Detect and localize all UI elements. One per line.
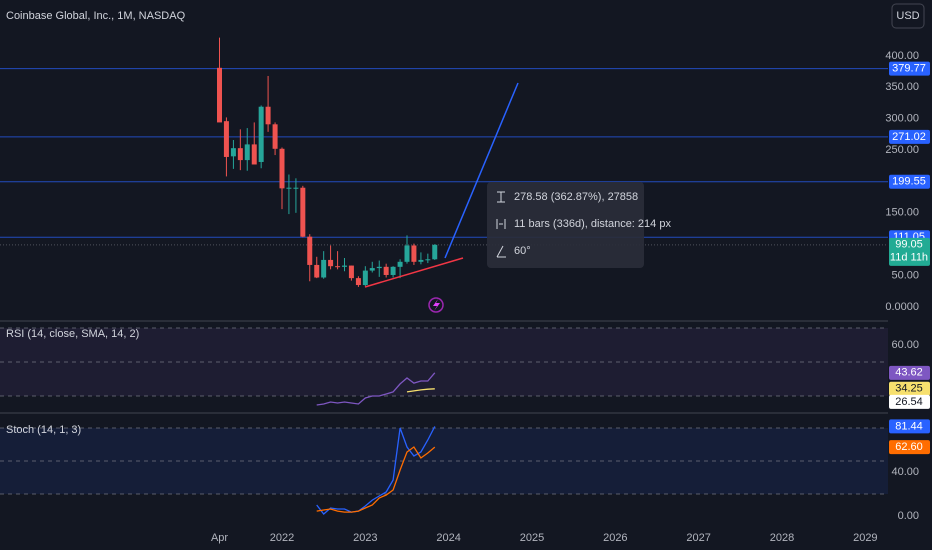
event-icon[interactable] [428, 297, 444, 313]
price-label: 43.62 [895, 367, 923, 379]
x-tick-label: 2022 [270, 532, 294, 544]
candle-body [307, 236, 313, 265]
tooltip-price: 278.58 (362.87%), 27858 [514, 191, 638, 203]
y-tick-label: 150.00 [885, 207, 919, 219]
chart-title: Coinbase Global, Inc., 1M, NASDAQ [6, 10, 186, 22]
candle-body [362, 270, 368, 286]
candle-body [293, 187, 299, 189]
trend-line[interactable] [444, 82, 519, 259]
candle-body [237, 148, 243, 161]
plot-area [0, 37, 888, 515]
candle-body [279, 148, 285, 189]
candle-body [335, 266, 341, 268]
price-label-box [889, 381, 930, 396]
candle-body [342, 265, 347, 267]
price-label: 81.44 [895, 420, 923, 432]
candle-body [348, 265, 354, 279]
candle-body [251, 144, 257, 165]
candle-body [355, 278, 361, 286]
x-tick-label: 2024 [436, 532, 460, 544]
stoch-title: Stoch (14, 1, 3) [6, 424, 81, 436]
candle-body [272, 124, 278, 149]
candle-body [432, 244, 438, 260]
candle-body [411, 245, 417, 262]
measure-tooltip: 278.58 (362.87%), 27858 11 bars (336d), … [487, 182, 671, 268]
candle-body [390, 266, 396, 275]
candle-body [314, 264, 320, 278]
y-tick-label: 350.00 [885, 81, 919, 93]
currency-button[interactable] [891, 3, 925, 29]
y-tick-label: 400.00 [885, 50, 919, 62]
tooltip-bars: 11 bars (336d), distance: 214 px [514, 218, 671, 230]
candle-body [217, 67, 222, 123]
bars-icon [496, 219, 506, 229]
series-line [316, 426, 436, 515]
y-tick-label: 0.0000 [885, 301, 919, 313]
y-tick-label: 0.00 [898, 510, 919, 522]
price-label: 271.02 [892, 131, 926, 143]
price-label-box [889, 365, 930, 380]
candle-body [383, 266, 389, 275]
price-label: 379.77 [892, 62, 926, 74]
trend-line[interactable] [364, 257, 464, 288]
x-tick-label: 2027 [686, 532, 710, 544]
y-tick-label: 40.00 [891, 466, 919, 478]
candle-body [286, 187, 292, 189]
price-label-box [889, 174, 930, 189]
range-icon [497, 191, 505, 203]
tooltip-box [487, 182, 644, 268]
price-label-box [889, 440, 930, 455]
currency-label: USD [896, 10, 919, 22]
x-tick-label: 2026 [603, 532, 627, 544]
price-label: 99.05 [895, 239, 923, 251]
candle-body [321, 259, 327, 278]
candle-body [258, 106, 264, 162]
price-label: 62.60 [895, 441, 923, 453]
price-label-box [889, 61, 930, 76]
price-label-box [889, 129, 930, 144]
axis-labels: 400.00350.00300.00250.00150.0050.000.000… [211, 50, 930, 544]
x-tick-label: 2025 [520, 532, 544, 544]
price-label: 26.54 [895, 396, 923, 408]
countdown: 11d 11h [890, 252, 928, 264]
candle-body [244, 144, 250, 161]
series-line [316, 372, 436, 406]
event-bolt [433, 299, 440, 311]
candle-body [223, 121, 229, 157]
angle-icon [496, 245, 506, 258]
candle-body [369, 268, 375, 271]
candle-body [425, 259, 431, 261]
price-label: 34.25 [895, 383, 923, 395]
candle-body [230, 148, 236, 157]
series-line [406, 388, 435, 393]
x-tick-label: Apr [211, 532, 228, 544]
series-line [316, 446, 436, 513]
tooltip-angle: 60° [514, 245, 531, 257]
candle-body [265, 106, 271, 125]
rsi-title: RSI (14, close, SMA, 14, 2) [6, 328, 139, 340]
x-tick-label: 2023 [353, 532, 377, 544]
x-tick-label: 2028 [770, 532, 794, 544]
candle-body [404, 245, 410, 262]
price-label-box [889, 419, 930, 434]
drawings [364, 82, 519, 313]
price-label-box [889, 237, 930, 266]
y-tick-label: 50.00 [891, 270, 919, 282]
y-tick-label: 60.00 [891, 339, 919, 351]
candle-body [418, 259, 424, 262]
candle-body [397, 261, 403, 267]
candle-body [328, 259, 334, 267]
candle-body [376, 266, 382, 269]
price-label: 199.55 [892, 176, 926, 188]
y-tick-label: 250.00 [885, 144, 919, 156]
price-label-box [889, 394, 930, 409]
x-tick-label: 2029 [853, 532, 877, 544]
y-tick-label: 300.00 [885, 113, 919, 125]
candle-body [300, 187, 306, 237]
